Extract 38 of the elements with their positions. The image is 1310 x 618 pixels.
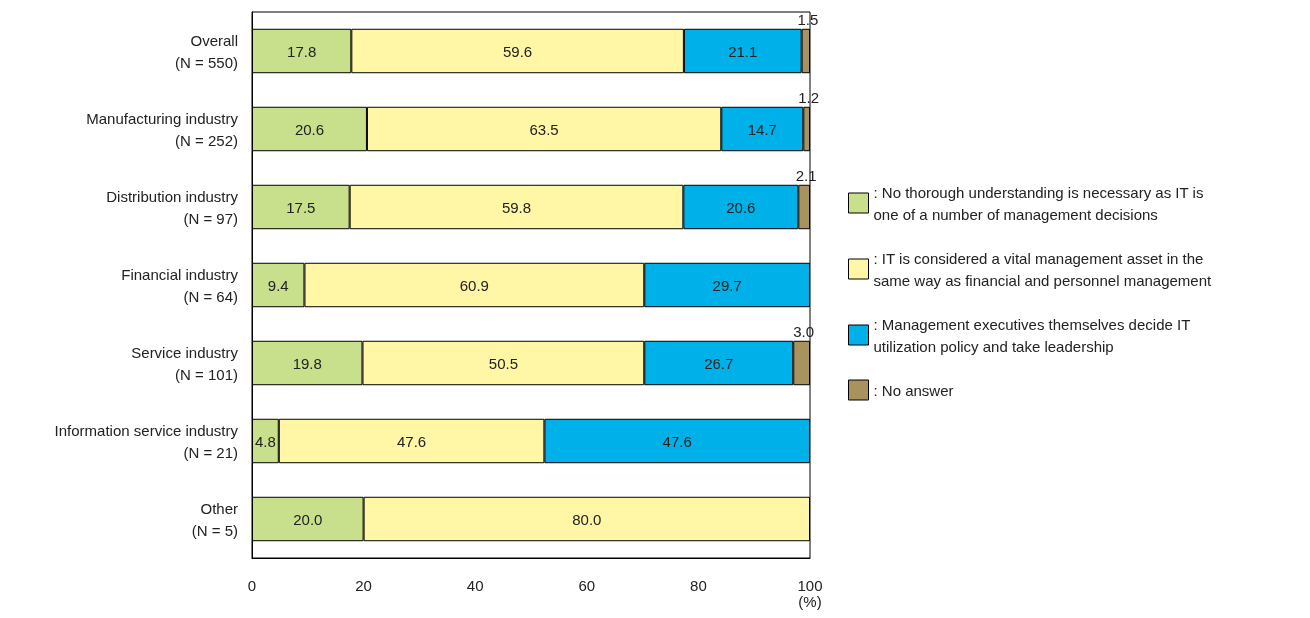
legend-label: : No answer — [873, 381, 954, 399]
data-label: 21.1 — [728, 42, 758, 60]
data-label: 20.0 — [293, 510, 323, 528]
y-tick-label: Financial industry (N = 64) — [121, 265, 239, 305]
data-label: 9.4 — [267, 276, 289, 294]
y-tick-label: Distribution industry (N = 97) — [106, 187, 239, 227]
y-tick-label: Information service industry (N = 21) — [54, 421, 239, 461]
data-label: 50.5 — [488, 354, 518, 372]
x-tick-label: 0 — [247, 577, 257, 594]
data-label: 26.7 — [704, 354, 734, 372]
x-tick-label: 60 — [578, 577, 596, 594]
data-label: 80.0 — [572, 510, 602, 528]
legend-label: : Management executives themselves decide IT utilization policy and take leadership — [873, 315, 1191, 355]
data-label: 60.9 — [459, 276, 489, 294]
x-tick-label: 100 — [797, 577, 823, 594]
data-label: 17.5 — [286, 198, 316, 216]
data-label: 59.8 — [501, 198, 532, 216]
data-label: 20.6 — [294, 120, 325, 138]
x-axis-title: (%) — [798, 593, 822, 610]
y-tick-label: Other (N = 5) — [191, 499, 238, 539]
data-label: 20.6 — [726, 198, 756, 216]
data-label: 59.6 — [503, 42, 533, 60]
data-label: 19.8 — [292, 354, 322, 372]
data-label: 14.7 — [747, 120, 777, 138]
data-label: 4.8 — [254, 432, 276, 450]
data-label: 47.6 — [662, 432, 692, 450]
y-tick-label: Overall (N = 550) — [175, 31, 238, 71]
data-label: 17.8 — [287, 42, 317, 60]
y-tick-label: Service industry (N = 101) — [131, 343, 239, 383]
x-tick-label: 40 — [466, 577, 484, 594]
data-label: 29.7 — [712, 276, 742, 294]
x-tick-label: 20 — [355, 577, 372, 594]
legend-label: : IT is considered a vital management asset in the same way as financial and personnel management — [873, 249, 1213, 289]
data-label: 63.5 — [529, 120, 559, 138]
x-tick-label: 80 — [690, 577, 707, 594]
data-label: 47.6 — [396, 432, 427, 450]
legend-label: : No thorough understanding is necessary as IT is one of a number of management decisions — [873, 183, 1204, 223]
y-tick-label: Manufacturing industry (N = 252) — [86, 109, 239, 149]
